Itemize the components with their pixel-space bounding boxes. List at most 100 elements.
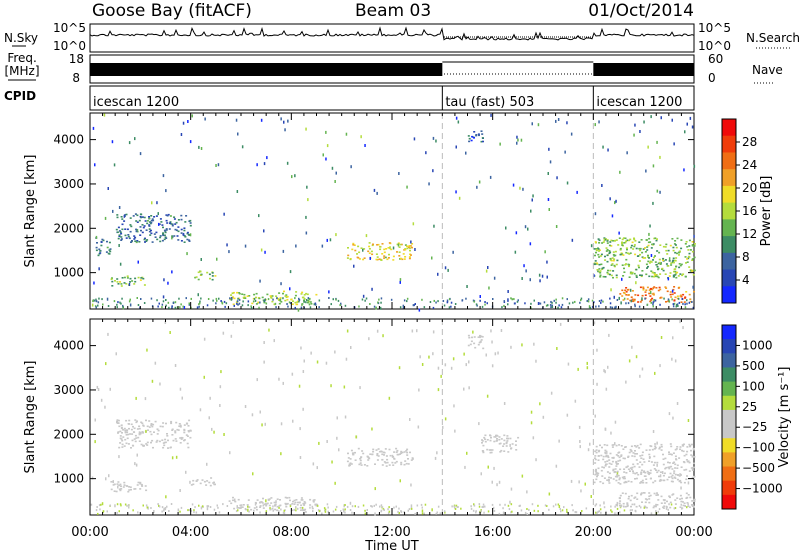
velocity-echo-band-7-383 xyxy=(668,462,671,464)
velocity-echo-band-3-41 xyxy=(285,503,288,506)
power-echo-band-5-135 xyxy=(402,253,405,255)
power-echo-scatter-49 xyxy=(656,140,658,144)
power-echo-scatter-70 xyxy=(283,120,285,124)
velocity-echo-band-4-11 xyxy=(407,458,409,460)
velocity-echo-scatter-86 xyxy=(399,479,401,483)
power-ytick-label-3: 4000 xyxy=(53,133,84,147)
power-echo-band-1-27 xyxy=(117,283,120,285)
velocity-echo-scatter-117 xyxy=(437,366,440,370)
velocity-echo-scatter-204 xyxy=(244,405,247,408)
velocity-echo-band-4-7 xyxy=(393,451,396,453)
velocity-echo-near-224 xyxy=(680,503,682,506)
power-echo-near-52 xyxy=(238,298,241,301)
power-echo-band-7-195 xyxy=(639,249,642,252)
velocity-echo-near-97 xyxy=(126,504,128,507)
power-echo-band-1-46 xyxy=(120,285,123,287)
velocity-echo-band-7-233 xyxy=(658,446,661,449)
power-echo-scatter-143 xyxy=(692,285,694,289)
power-echo-band-2-51 xyxy=(159,235,162,237)
power-echo-band-5-82 xyxy=(406,245,408,248)
velocity-echo-near-84 xyxy=(670,503,673,506)
power-echo-near-207 xyxy=(591,305,594,308)
velocity-echo-band-1-127 xyxy=(118,446,121,449)
velocity-echo-near-145 xyxy=(316,504,319,507)
velocity-echo-band-7-437 xyxy=(617,482,620,484)
velocity-echo-band-1-268 xyxy=(133,431,136,433)
power-echo-near-202 xyxy=(156,299,158,302)
power-echo-scatter-230 xyxy=(92,126,95,130)
velocity-echo-scatter-38 xyxy=(265,499,267,503)
velocity-echo-band-7-370 xyxy=(615,460,618,463)
velocity-echo-near-78 xyxy=(90,503,93,506)
velocity-echo-near-106 xyxy=(420,503,423,506)
velocity-echo-near-268 xyxy=(393,506,395,509)
power-echo-band-7-278 xyxy=(605,247,608,249)
velocity-echo-band-1-66 xyxy=(133,438,136,440)
power-echo-near-216 xyxy=(671,298,673,301)
power-echo-scatter-118 xyxy=(490,113,492,117)
power-echo-band-2-203 xyxy=(183,241,186,243)
power-echo-band-0-28 xyxy=(108,249,111,251)
velocity-echo-band-4-4 xyxy=(403,463,406,466)
power-echo-band-4-126 xyxy=(282,292,284,295)
power-echo-band-7-157 xyxy=(628,239,631,242)
power-echo-band-0-23 xyxy=(98,248,101,251)
velocity-echo-band-8-21 xyxy=(674,503,677,505)
power-colorbar-swatch-8 xyxy=(722,252,736,271)
power-echo-near-295 xyxy=(172,302,175,304)
velocity-echo-band-7-22 xyxy=(632,463,635,466)
velocity-echo-band-3-47 xyxy=(264,503,267,505)
velocity-echo-near-72 xyxy=(351,511,353,514)
velocity-echo-band-1-32 xyxy=(139,431,142,434)
power-echo-near-26 xyxy=(165,304,167,307)
power-echo-band-7-214 xyxy=(617,244,620,246)
power-echo-band-2-46 xyxy=(131,240,133,242)
power-echo-near-48 xyxy=(507,298,509,301)
velocity-echo-band-7-451 xyxy=(594,473,597,476)
power-echo-near-190 xyxy=(653,299,655,301)
power-echo-band-7-289 xyxy=(675,265,677,268)
power-echo-band-2-65 xyxy=(148,224,151,226)
velocity-echo-band-6-63 xyxy=(482,444,485,447)
power-echo-band-7-434 xyxy=(661,267,664,270)
velocity-echo-band-7-59 xyxy=(675,448,678,450)
power-echo-band-5-127 xyxy=(387,257,390,259)
velocity-echo-near-133 xyxy=(629,509,632,512)
velocity-echo-scatter-192 xyxy=(660,336,663,339)
velocity-echo-band-4-123 xyxy=(357,447,360,450)
velocity-echo-band-3-121 xyxy=(312,501,315,503)
velocity-echo-near-249 xyxy=(334,508,337,511)
velocity-echo-band-5-9 xyxy=(467,344,470,347)
velocity-echo-band-7-455 xyxy=(648,472,650,474)
power-colorbar-swatch-10 xyxy=(722,286,736,304)
power-echo-scatter-131 xyxy=(305,231,308,235)
velocity-echo-band-5-5 xyxy=(479,336,482,339)
power-echo-near-178 xyxy=(652,301,654,304)
velocity-echo-scatter-82 xyxy=(614,442,616,446)
velocity-echo-band-4-73 xyxy=(348,463,351,466)
power-echo-scatter-153 xyxy=(546,260,548,264)
power-echo-band-2-245 xyxy=(135,228,138,231)
velocity-echo-band-8-20 xyxy=(624,505,627,508)
velocity-echo-band-7-260 xyxy=(628,451,631,454)
power-echo-band-7-162 xyxy=(641,251,644,254)
power-echo-near-205 xyxy=(272,298,274,301)
velocity-echo-near-96 xyxy=(510,511,512,514)
velocity-echo-band-3-9 xyxy=(284,502,287,505)
power-echo-scatter-242 xyxy=(259,279,261,283)
velocity-echo-band-1-255 xyxy=(147,429,149,431)
power-echo-near-84 xyxy=(116,303,118,306)
velocity-echo-near-166 xyxy=(594,504,597,507)
power-echo-near-269 xyxy=(675,305,677,308)
power-echo-band-4-49 xyxy=(306,301,309,304)
velocity-echo-near-74 xyxy=(379,505,381,508)
power-echo-scatter-34 xyxy=(392,246,395,250)
velocity-echo-band-6-23 xyxy=(506,440,509,442)
time-axis-tick-label-0: 00:00 xyxy=(71,525,108,540)
velocity-echo-scatter-167 xyxy=(336,416,338,420)
power-echo-band-2-16 xyxy=(120,238,123,240)
power-echo-band-2-96 xyxy=(154,236,157,238)
power-echo-scatter-163 xyxy=(123,214,126,218)
freq-band-1 xyxy=(593,63,694,76)
power-echo-band-4-25 xyxy=(310,303,313,305)
